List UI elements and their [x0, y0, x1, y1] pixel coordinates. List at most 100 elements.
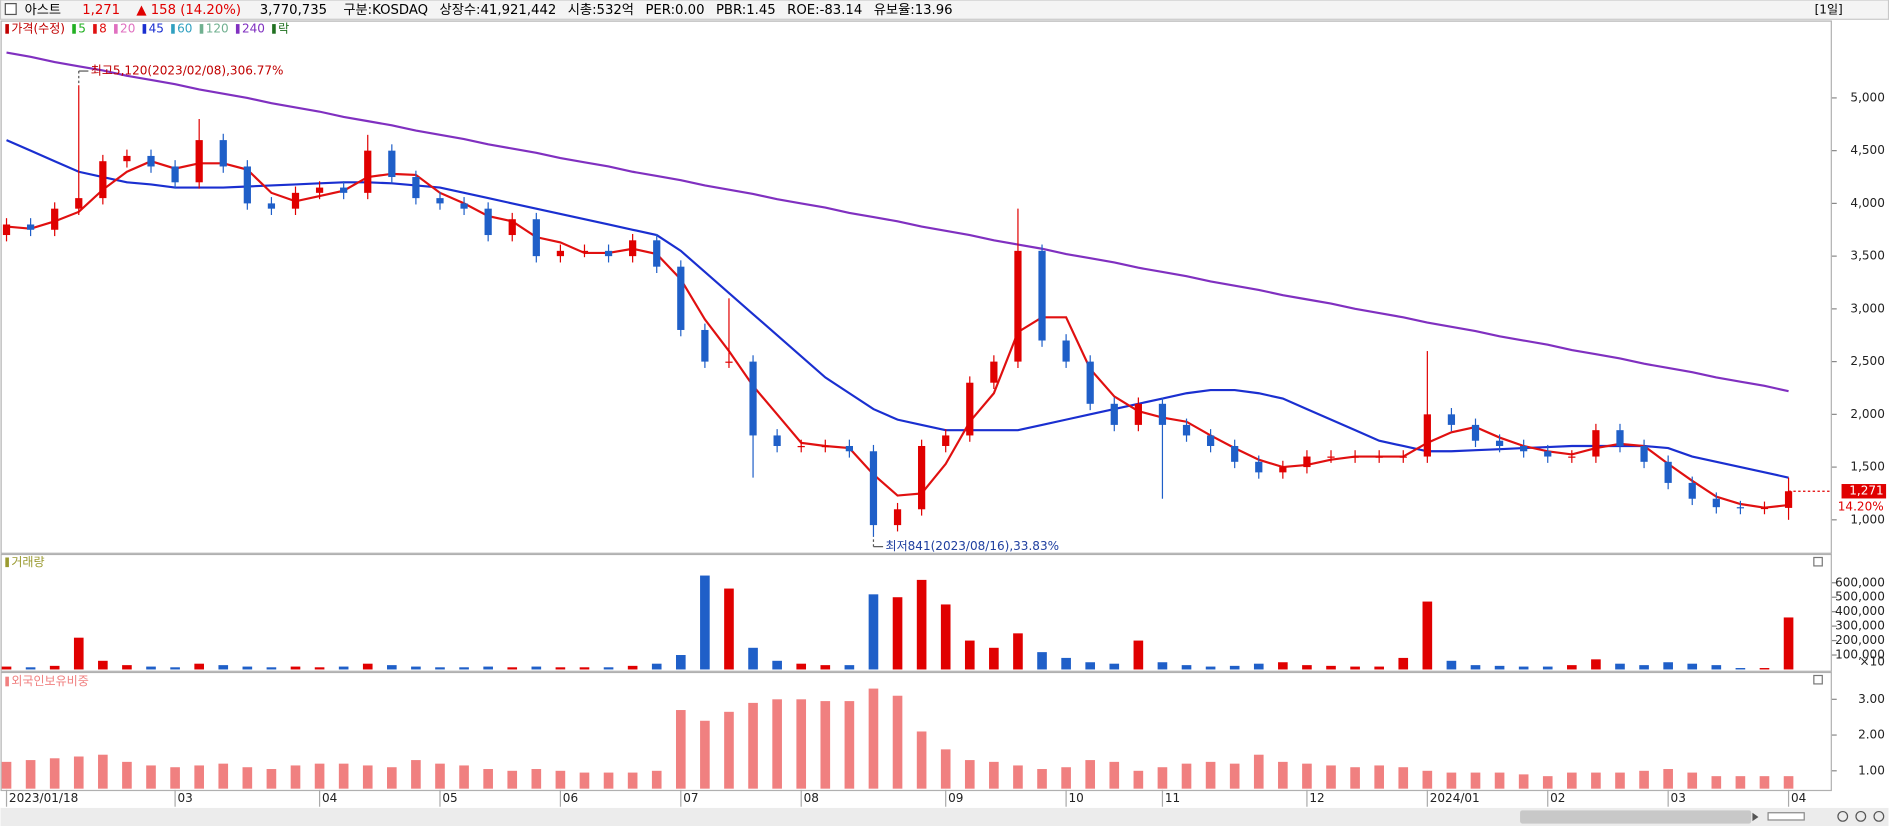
bar: [266, 667, 277, 670]
legend-label: 20: [120, 21, 135, 35]
y-tick-label: 2,500: [1850, 354, 1884, 368]
bar: [1133, 640, 1144, 670]
bar: [700, 720, 710, 789]
checkbox[interactable]: [4, 3, 17, 16]
bar: [1302, 763, 1312, 789]
scroll-thumb[interactable]: [1520, 810, 1752, 824]
bar: [1157, 662, 1168, 670]
bar: [1711, 665, 1722, 670]
candle-body: [1351, 456, 1359, 458]
scroll-arrow[interactable]: [1752, 812, 1759, 822]
y-tick-label: 1,500: [1850, 460, 1884, 474]
candle-body: [869, 451, 878, 526]
bar: [1783, 617, 1794, 670]
bar: [387, 665, 397, 670]
x-tick-label: 04: [1791, 791, 1806, 805]
x-tick-label: 02: [1550, 791, 1565, 805]
candle-body: [1544, 451, 1552, 457]
candle-body: [556, 250, 565, 257]
zoom-slider[interactable]: [1767, 812, 1805, 821]
bar: [579, 667, 590, 670]
bar: [1229, 665, 1240, 670]
legend-swatch: [199, 24, 204, 34]
y-tick-label: 4,000: [1850, 196, 1884, 210]
candle-body: [845, 445, 853, 452]
bar: [940, 604, 951, 670]
period[interactable]: [1일]: [1815, 3, 1843, 17]
bar: [748, 702, 758, 789]
legend-label: 45: [149, 21, 164, 35]
bar: [25, 667, 36, 670]
legend-swatch: [142, 24, 147, 34]
candle-body: [1255, 461, 1263, 473]
candle-body: [1520, 445, 1528, 452]
candle-body: [966, 382, 974, 436]
bar: [170, 767, 180, 789]
y-tick-label: 1.00: [1858, 763, 1885, 777]
scrollbar[interactable]: [0, 807, 1889, 826]
candle-body: [1736, 507, 1745, 509]
panel-button[interactable]: [1813, 674, 1823, 685]
bar: [290, 666, 301, 670]
bar: [194, 765, 204, 789]
bar: [868, 688, 879, 789]
bar: [1205, 666, 1216, 670]
price-tag-box: [1841, 484, 1887, 499]
bar: [916, 731, 927, 789]
candle-body: [653, 240, 661, 267]
candle-body: [1712, 498, 1720, 508]
reserve: 유보율:13.96: [874, 2, 953, 18]
bar: [435, 763, 445, 789]
y-tick-label: 400,000: [1835, 604, 1885, 618]
x-tick-label: 08: [804, 791, 819, 805]
candle-body: [604, 250, 613, 257]
bar: [675, 710, 686, 789]
x-tick-label: 12: [1309, 791, 1324, 805]
bar: [1085, 760, 1096, 789]
bar: [362, 663, 373, 670]
bar: [290, 765, 301, 789]
candle-body: [1327, 456, 1335, 458]
candle-body: [1495, 440, 1504, 446]
candle-body: [532, 219, 540, 257]
bar: [1398, 767, 1409, 789]
bar: [1639, 770, 1649, 789]
bar: [964, 640, 975, 670]
candle-body: [725, 361, 733, 363]
x-tick-label: 09: [948, 791, 963, 805]
legend-swatch: [235, 24, 240, 34]
bar: [242, 767, 253, 789]
bar: [170, 667, 180, 670]
candle-body: [195, 140, 203, 183]
zoom-in[interactable]: [1837, 810, 1849, 822]
bar: [218, 665, 229, 670]
zoom-out[interactable]: [1855, 810, 1867, 822]
shares: 상장수:41,921,442: [440, 2, 557, 18]
volume-panel: [0, 553, 1832, 672]
y-tick-label: 3,000: [1850, 301, 1884, 315]
bar: [796, 699, 807, 789]
candle-body: [942, 435, 950, 446]
bar: [338, 666, 349, 670]
x-tick-label: 03: [1671, 791, 1686, 805]
candle-body: [436, 198, 444, 204]
stock-name: 아스트: [25, 2, 62, 18]
panel-button[interactable]: [1813, 556, 1823, 567]
bar: [1037, 652, 1047, 670]
zoom-reset[interactable]: [1873, 810, 1885, 822]
legend-label: 락: [278, 21, 289, 35]
panel-title: 외국인보유비중: [11, 674, 88, 688]
candle-body: [893, 509, 902, 526]
legend-swatch: [5, 24, 9, 34]
candle-body: [340, 187, 348, 193]
bar: [796, 663, 807, 670]
bar: [1591, 659, 1601, 670]
bar: [1374, 765, 1384, 789]
candle-body: [1568, 456, 1576, 458]
bar: [1229, 763, 1240, 789]
bar: [146, 666, 156, 670]
bar: [1759, 776, 1770, 789]
candle-body: [797, 445, 805, 448]
market: 구분:KOSDAQ: [343, 3, 428, 18]
bar: [362, 765, 373, 789]
